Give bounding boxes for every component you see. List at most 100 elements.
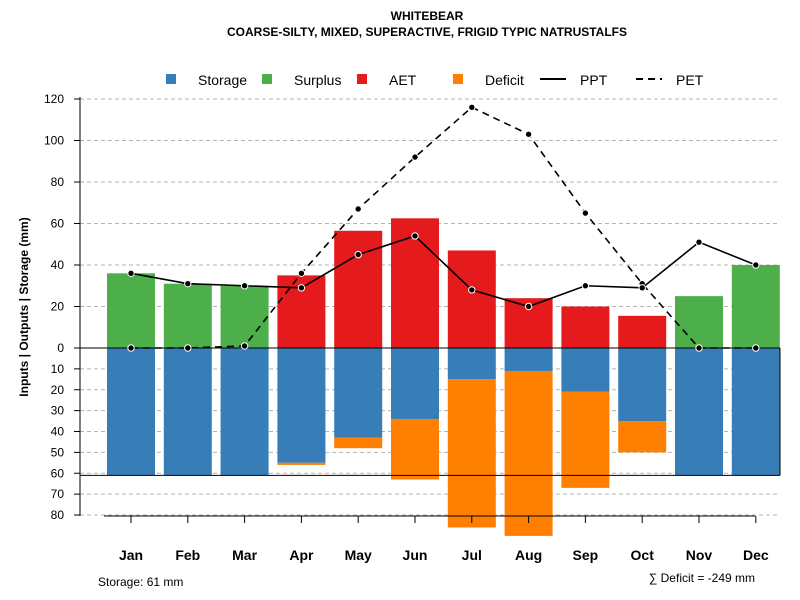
bar-deficit: [277, 462, 326, 465]
bar-storage: [561, 348, 610, 392]
x-tick-label-sep: Sep: [573, 547, 599, 563]
x-tick-label-nov: Nov: [686, 547, 713, 563]
bar-storage: [334, 348, 383, 438]
legend-label-aet: AET: [389, 72, 417, 88]
x-tick-label-oct: Oct: [631, 547, 655, 563]
y-tick-label: 120: [44, 92, 64, 106]
y-tick-label: 40: [51, 258, 65, 272]
pet-line-point: [240, 342, 249, 350]
bar-storage: [107, 348, 155, 476]
chart-subtitle: COARSE-SILTY, MIXED, SUPERACTIVE, FRIGID…: [227, 25, 627, 39]
bar-storage: [391, 348, 439, 419]
legend-swatch-deficit: [453, 74, 463, 84]
bar-storage: [731, 348, 780, 476]
series-lines: [127, 103, 760, 352]
y-tick-label: 20: [51, 383, 65, 397]
bar-aet: [561, 306, 610, 348]
ppt-line: [130, 235, 757, 308]
ppt-line-point: [695, 238, 703, 246]
bar-storage: [618, 348, 667, 422]
legend: Storage Surplus AET Deficit PPT PET: [166, 72, 704, 88]
bar-deficit: [504, 370, 553, 536]
x-tick-label-jun: Jun: [403, 547, 428, 563]
x-tick-label-may: May: [345, 547, 372, 563]
bar-surplus: [731, 265, 780, 348]
bar-surplus: [675, 296, 723, 348]
pet-line-point: [184, 344, 192, 352]
bar-aet: [334, 230, 383, 348]
x-tick-label-aug: Aug: [515, 547, 542, 563]
ppt-line-point: [411, 232, 419, 240]
pet-line-point: [411, 153, 419, 161]
y-tick-label: 100: [44, 134, 64, 148]
ppt-line-point: [638, 284, 646, 292]
bar-storage: [675, 348, 723, 476]
y-tick-label: 10: [51, 362, 65, 376]
y-tick-label: 30: [51, 404, 65, 418]
tick-labels: 0 20 40 60 80 100 120 10 20 30 40 50 60 70 80 Jan Feb Mar…: [44, 92, 769, 563]
pet-line-point: [297, 269, 306, 277]
pet-line: [131, 106, 756, 349]
pet-line-point: [354, 205, 362, 213]
pet-line-point: [468, 103, 476, 112]
pet-line-point: [524, 130, 533, 138]
ppt-line-point: [468, 286, 476, 294]
pet-line-point: [695, 344, 703, 352]
bar-storage: [504, 348, 553, 371]
bar-aet: [447, 250, 496, 348]
y-tick-label: 70: [51, 487, 65, 501]
bar-deficit: [447, 379, 496, 528]
y-tick-label: 60: [51, 466, 65, 480]
ppt-line-point: [581, 282, 590, 290]
bars: [80, 218, 781, 536]
y-tick-label: 50: [51, 445, 65, 459]
bar-deficit: [561, 391, 610, 488]
y-tick-label: 80: [51, 175, 65, 189]
storage-note: Storage: 61 mm: [98, 575, 183, 589]
ppt-line-point: [752, 261, 760, 269]
legend-label-deficit: Deficit: [485, 72, 524, 88]
pet-line-point: [752, 344, 760, 352]
x-tick-label-apr: Apr: [289, 547, 314, 563]
legend-swatch-surplus: [262, 74, 272, 84]
y-axis-label: Inputs | Outputs | Storage (mm): [17, 217, 31, 396]
bar-deficit: [334, 437, 383, 449]
legend-label-storage: Storage: [198, 72, 247, 88]
bar-storage: [277, 348, 326, 463]
x-tick-label-mar: Mar: [232, 547, 257, 563]
bar-storage: [163, 348, 212, 476]
legend-label-pet: PET: [676, 72, 704, 88]
bar-deficit: [618, 421, 667, 453]
pet-line-point: [127, 344, 135, 352]
legend-swatch-aet: [357, 74, 367, 84]
x-tick-label-dec: Dec: [743, 547, 769, 563]
bar-surplus: [220, 285, 269, 348]
ppt-line-point: [240, 282, 249, 290]
legend-label-ppt: PPT: [580, 72, 608, 88]
bar-storage: [220, 348, 269, 476]
ppt-line-point: [354, 250, 362, 259]
bar-surplus: [107, 273, 155, 348]
ppt-line-point: [297, 284, 306, 292]
ppt-line-point: [184, 279, 192, 288]
x-tick-label-feb: Feb: [175, 547, 200, 563]
y-tick-label: 0: [57, 341, 64, 355]
y-tick-label: 60: [51, 217, 65, 231]
x-tick-label-jul: Jul: [462, 547, 482, 563]
ppt-line-point: [524, 302, 533, 311]
x-tick-label-jan: Jan: [119, 547, 143, 563]
legend-label-surplus: Surplus: [294, 72, 341, 88]
deficit-note: ∑ Deficit = -249 mm: [649, 571, 755, 585]
y-tick-label: 80: [51, 508, 65, 522]
bar-aet: [618, 315, 667, 348]
bar-surplus: [163, 283, 212, 348]
legend-swatch-storage: [166, 74, 176, 84]
chart-title: WHITEBEAR: [391, 9, 464, 23]
bar-storage: [447, 348, 496, 380]
y-tick-label: 20: [51, 300, 65, 314]
ppt-line-point: [127, 269, 135, 277]
pet-line-point: [581, 209, 590, 217]
bar-deficit: [391, 418, 439, 480]
bar-aet: [391, 218, 439, 348]
